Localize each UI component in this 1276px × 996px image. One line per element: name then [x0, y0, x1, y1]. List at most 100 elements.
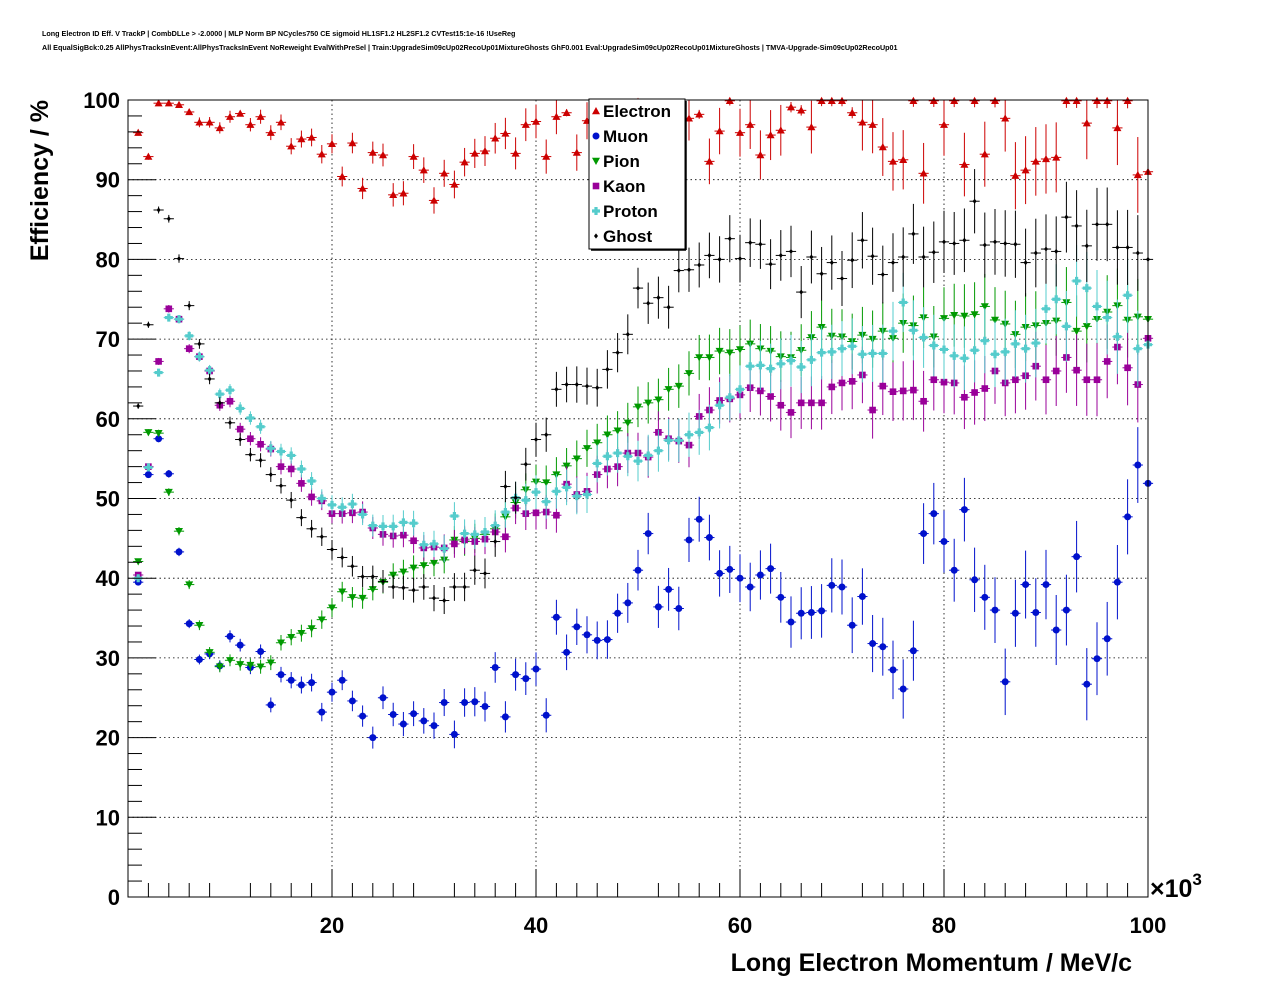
data-point	[155, 435, 163, 443]
data-point	[256, 112, 265, 120]
data-point	[787, 409, 795, 416]
data-point	[777, 401, 785, 409]
data-point	[942, 239, 946, 245]
data-point	[440, 699, 448, 707]
data-point	[960, 160, 969, 168]
data-point	[899, 685, 907, 693]
data-point	[470, 149, 479, 157]
data-point	[1001, 678, 1009, 686]
data-point	[348, 139, 357, 147]
data-point	[756, 361, 765, 370]
data-point	[175, 100, 183, 108]
data-point	[164, 488, 173, 497]
data-point	[338, 172, 347, 180]
data-point	[880, 271, 885, 278]
data-point	[664, 436, 673, 445]
data-point	[226, 112, 234, 120]
data-point	[328, 139, 336, 148]
data-point	[246, 661, 255, 670]
data-point	[195, 118, 204, 126]
data-point	[1001, 114, 1010, 122]
data-point	[534, 436, 538, 443]
data-point	[603, 636, 611, 644]
data-point	[593, 439, 602, 447]
y-tick-label: 0	[108, 885, 120, 910]
data-point	[1095, 221, 1099, 227]
data-point	[889, 388, 897, 396]
data-point	[544, 432, 549, 438]
data-point	[421, 584, 426, 590]
data-point	[409, 152, 418, 160]
data-point	[625, 331, 630, 337]
data-point	[308, 679, 316, 687]
data-point	[919, 333, 928, 342]
data-point	[644, 451, 653, 460]
data-point	[277, 463, 285, 470]
data-point	[1021, 166, 1030, 174]
data-point	[767, 565, 775, 573]
data-point	[410, 537, 417, 545]
data-point	[379, 522, 387, 531]
data-point	[165, 305, 173, 313]
data-point	[1011, 171, 1020, 179]
data-point	[277, 671, 285, 679]
chart-title-line-1: Long Electron ID Eff. V TrackP | CombDLL…	[42, 29, 516, 38]
data-point	[309, 526, 314, 532]
data-point	[797, 362, 806, 371]
data-point	[777, 593, 785, 601]
data-point	[328, 688, 336, 696]
data-point	[1134, 461, 1142, 469]
data-point	[960, 312, 969, 320]
data-point	[381, 578, 385, 584]
data-point	[909, 326, 918, 335]
data-point	[399, 568, 408, 576]
data-point	[1011, 339, 1020, 348]
data-point	[1003, 240, 1008, 247]
chart-title-line-2: All EqualSigBck:0.25 AllPhysTracksInEven…	[42, 43, 898, 52]
data-point	[1021, 344, 1030, 353]
data-point	[1103, 635, 1111, 643]
data-point	[807, 608, 815, 616]
data-point	[195, 655, 203, 663]
data-point	[226, 386, 234, 395]
data-point	[971, 389, 978, 396]
data-point	[491, 134, 500, 142]
data-point	[156, 207, 161, 213]
data-point	[1103, 358, 1111, 365]
data-point	[542, 152, 551, 160]
data-point	[685, 430, 694, 439]
data-point	[1052, 153, 1061, 161]
data-point	[481, 527, 489, 536]
data-point	[991, 316, 999, 324]
data-point	[695, 428, 704, 437]
data-point	[807, 123, 816, 131]
data-point	[287, 633, 296, 642]
data-point	[369, 734, 377, 742]
data-point	[748, 240, 753, 246]
data-point	[736, 385, 745, 394]
data-point	[962, 237, 967, 243]
data-point	[573, 623, 581, 631]
data-point	[797, 106, 806, 114]
data-point	[1001, 347, 1010, 356]
data-point	[605, 366, 610, 372]
data-point	[236, 661, 245, 669]
data-point	[175, 548, 183, 556]
data-point	[419, 562, 428, 570]
data-point	[931, 249, 936, 255]
data-point	[258, 457, 263, 463]
data-point	[636, 285, 640, 291]
data-point	[277, 639, 285, 647]
y-tick-label: 20	[96, 726, 120, 751]
data-point	[409, 564, 418, 572]
data-point	[430, 196, 438, 204]
data-point	[410, 710, 418, 718]
data-point	[767, 393, 774, 400]
data-point	[929, 341, 938, 350]
data-point	[450, 180, 459, 188]
data-point	[338, 503, 347, 512]
data-point	[665, 585, 673, 593]
data-point	[787, 103, 795, 111]
data-point	[1124, 513, 1132, 521]
data-point	[419, 166, 428, 174]
